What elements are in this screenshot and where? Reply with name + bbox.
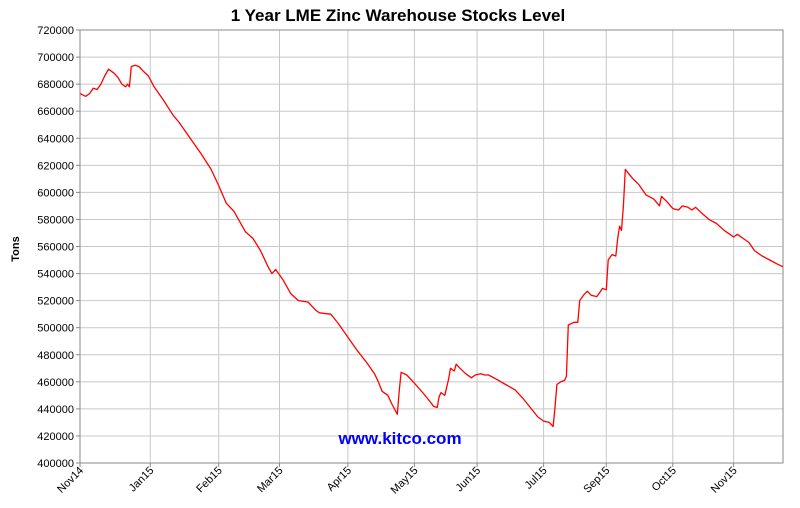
y-tick-label: 580000 (37, 214, 74, 226)
y-axis-label: Tons (10, 236, 22, 261)
y-tick-label: 400000 (37, 458, 74, 470)
y-tick-label: 720000 (37, 25, 74, 37)
series-line (79, 64, 784, 428)
y-tick-label: 660000 (37, 106, 74, 118)
y-tick-label: 540000 (37, 269, 74, 281)
y-tick-label: 420000 (37, 431, 74, 443)
y-tick-label: 520000 (37, 296, 74, 308)
grid (79, 29, 783, 464)
y-tick-label: 480000 (37, 350, 74, 362)
watermark-annotation: www.kitco.com (337, 429, 461, 448)
y-tick-label: 600000 (37, 187, 74, 199)
y-tick-label: 440000 (37, 404, 74, 416)
y-tick-label: 620000 (37, 160, 74, 172)
y-tick-label: 560000 (37, 242, 74, 254)
chart-title: 1 Year LME Zinc Warehouse Stocks Level (231, 6, 565, 25)
y-tick-label: 680000 (37, 79, 74, 91)
y-tick-label: 700000 (37, 52, 74, 64)
y-axis-ticks: 400000 420000 440000 460000 480000 500000 5200… (37, 25, 80, 470)
y-tick-label: 500000 (37, 323, 74, 335)
y-tick-label: 640000 (37, 133, 74, 145)
y-tick-label: 460000 (37, 377, 74, 389)
series-group (79, 64, 784, 428)
